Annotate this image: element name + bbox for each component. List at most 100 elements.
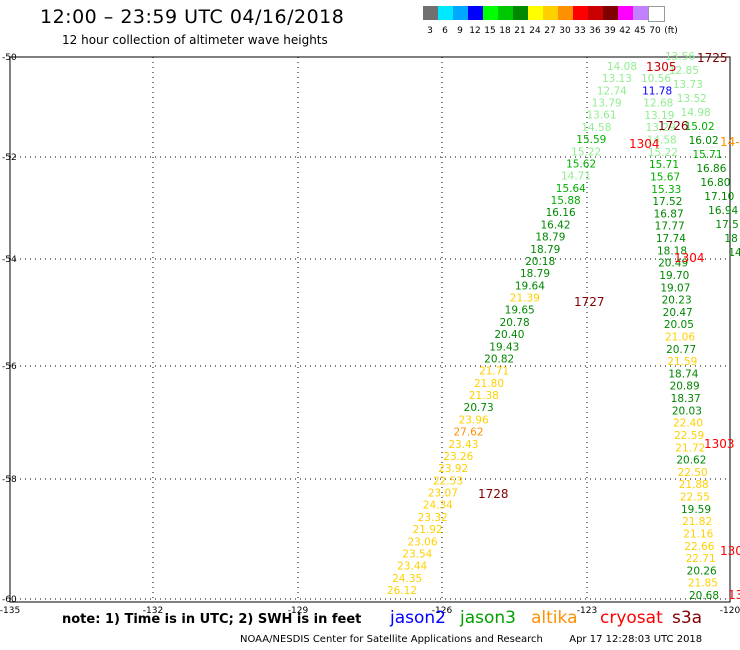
wave-height-value: 14: [728, 247, 740, 259]
wave-height-value: 22.59: [674, 430, 704, 442]
pass-number: 13: [728, 588, 740, 602]
wave-height-value: 13.61: [586, 110, 616, 122]
legend-altika: altika: [531, 608, 578, 628]
wave-height-value: 20.23: [662, 295, 692, 307]
pass-number: 1303: [704, 437, 735, 451]
wave-height-value: 21.80: [474, 378, 504, 390]
scale-label: 9: [457, 26, 463, 36]
wave-height-value: 15.71: [649, 159, 679, 171]
wave-height-value: 21.88: [679, 479, 709, 491]
wave-height-value: 15.67: [650, 172, 680, 184]
wave-height-value: 19.07: [660, 282, 690, 294]
wave-height-value: 23.32: [418, 512, 448, 524]
graticule: [9, 56, 731, 602]
footer: NOAA/NESDIS Center for Satellite Applica…: [240, 634, 702, 645]
wave-height-value: 10.56: [641, 73, 671, 85]
wave-height-value: 21.16: [683, 529, 713, 541]
wave-height-value: 17.10: [704, 191, 734, 203]
wave-height-value: 23.44: [397, 561, 427, 573]
scale-swatch: [528, 6, 543, 20]
scale-swatch: [633, 6, 648, 20]
scale-label: 36: [589, 26, 601, 36]
legend-cryosat: cryosat: [600, 608, 663, 628]
wave-height-value: 20.26: [687, 565, 717, 577]
wave-height-value: 20.18: [525, 256, 555, 268]
wave-height-value: 20.47: [663, 307, 693, 319]
wave-height-value: 20.82: [484, 354, 514, 366]
wave-height-value: 17.52: [652, 196, 682, 208]
wave-height-value: 26.12: [387, 585, 417, 597]
scale-swatch: [513, 6, 528, 20]
wave-height-value: 15.59: [576, 134, 606, 146]
wave-height-value: 17.77: [655, 221, 685, 233]
wave-height-value: 19.43: [489, 341, 519, 353]
map-title: 12:00 – 23:59 UTC 04/16/2018: [40, 6, 345, 28]
wave-height-value: 19.64: [515, 280, 545, 292]
wave-height-value: 23.92: [438, 463, 468, 475]
wave-height-value: 15.71: [692, 149, 722, 161]
pass-number: 1727: [574, 295, 605, 309]
wave-height-value: 20.03: [672, 405, 702, 417]
wave-height-value: 24.34: [423, 500, 453, 512]
wave-height-value: 15.02: [685, 121, 715, 133]
wave-height-value: 22.53: [433, 475, 463, 487]
wave-height-value: 15.22: [648, 147, 678, 159]
credit-text: NOAA/NESDIS Center for Satellite Applica…: [240, 634, 543, 645]
wave-height-value: 19.59: [681, 504, 711, 516]
legend-jason3: jason3: [460, 608, 516, 628]
lat-label: -58: [2, 475, 17, 485]
wave-height-value: 13.19: [644, 110, 674, 122]
legend-jason2: jason2: [390, 608, 446, 628]
pass-number: 1305: [646, 60, 677, 74]
wave-height-value: 13.56: [665, 51, 695, 63]
scale-unit: (ft): [664, 26, 678, 36]
wave-height-value: 19.65: [505, 305, 535, 317]
wave-height-value: 22.66: [684, 541, 714, 553]
wave-height-value: 16.94: [708, 205, 738, 217]
pass-number: 1304: [674, 251, 705, 265]
lon-label: -135: [0, 606, 20, 616]
wave-height-value: 14.98: [681, 107, 711, 119]
wave-height-value: 16.16: [546, 207, 576, 219]
wave-height-value: 23.43: [448, 439, 478, 451]
scale-label: 24: [529, 26, 541, 36]
wave-height-value: 16.42: [540, 219, 570, 231]
wave-height-value: 21.92: [413, 524, 443, 536]
scale-swatch: [453, 6, 468, 20]
wave-height-value: 20.62: [676, 455, 706, 467]
scale-swatch: [498, 6, 513, 20]
pass-number: 1304: [629, 137, 660, 151]
scale-swatch: [543, 6, 558, 20]
wave-height-value: 18.79: [535, 232, 565, 244]
wave-height-value: 20.73: [464, 402, 494, 414]
scale-swatch: [573, 6, 588, 20]
lon-label: -120: [720, 606, 740, 616]
scale-label: 45: [634, 26, 646, 36]
wave-height-points: 14.0813.1312.7413.7913.6114.5815.5915.22…: [387, 51, 740, 602]
scale-label: 21: [514, 26, 526, 36]
map-frame: [9, 56, 731, 603]
scale-label: 18: [499, 26, 511, 36]
scale-label: 6: [442, 26, 448, 36]
wave-height-value: 23.96: [459, 414, 489, 426]
wave-height-value: 20.05: [664, 319, 694, 331]
wave-height-value: 18.18: [657, 245, 687, 257]
wave-height-value: 21.82: [682, 516, 712, 528]
wave-height-value: 24.35: [392, 573, 422, 585]
lat-label: -50: [2, 53, 17, 63]
wave-height-value: 17.74: [656, 233, 686, 245]
wave-height-value: 20.78: [500, 317, 530, 329]
wave-height-value: 20.77: [666, 344, 696, 356]
note-text: note: 1) Time is in UTC; 2) SWH is in fe…: [62, 612, 362, 627]
wave-height-value: 22.50: [678, 467, 708, 479]
wave-height-value: 15.64: [556, 183, 586, 195]
scale-label: 70: [649, 26, 661, 36]
wave-height-value: 13.79: [592, 98, 622, 110]
wave-height-value: 18: [724, 233, 737, 245]
wave-height-value: 15.33: [651, 184, 681, 196]
wave-height-value: 13.73: [673, 79, 703, 91]
wave-height-value: 21.59: [667, 356, 697, 368]
wave-height-value: 13.52: [677, 93, 707, 105]
wave-height-value: 23.54: [402, 548, 432, 560]
